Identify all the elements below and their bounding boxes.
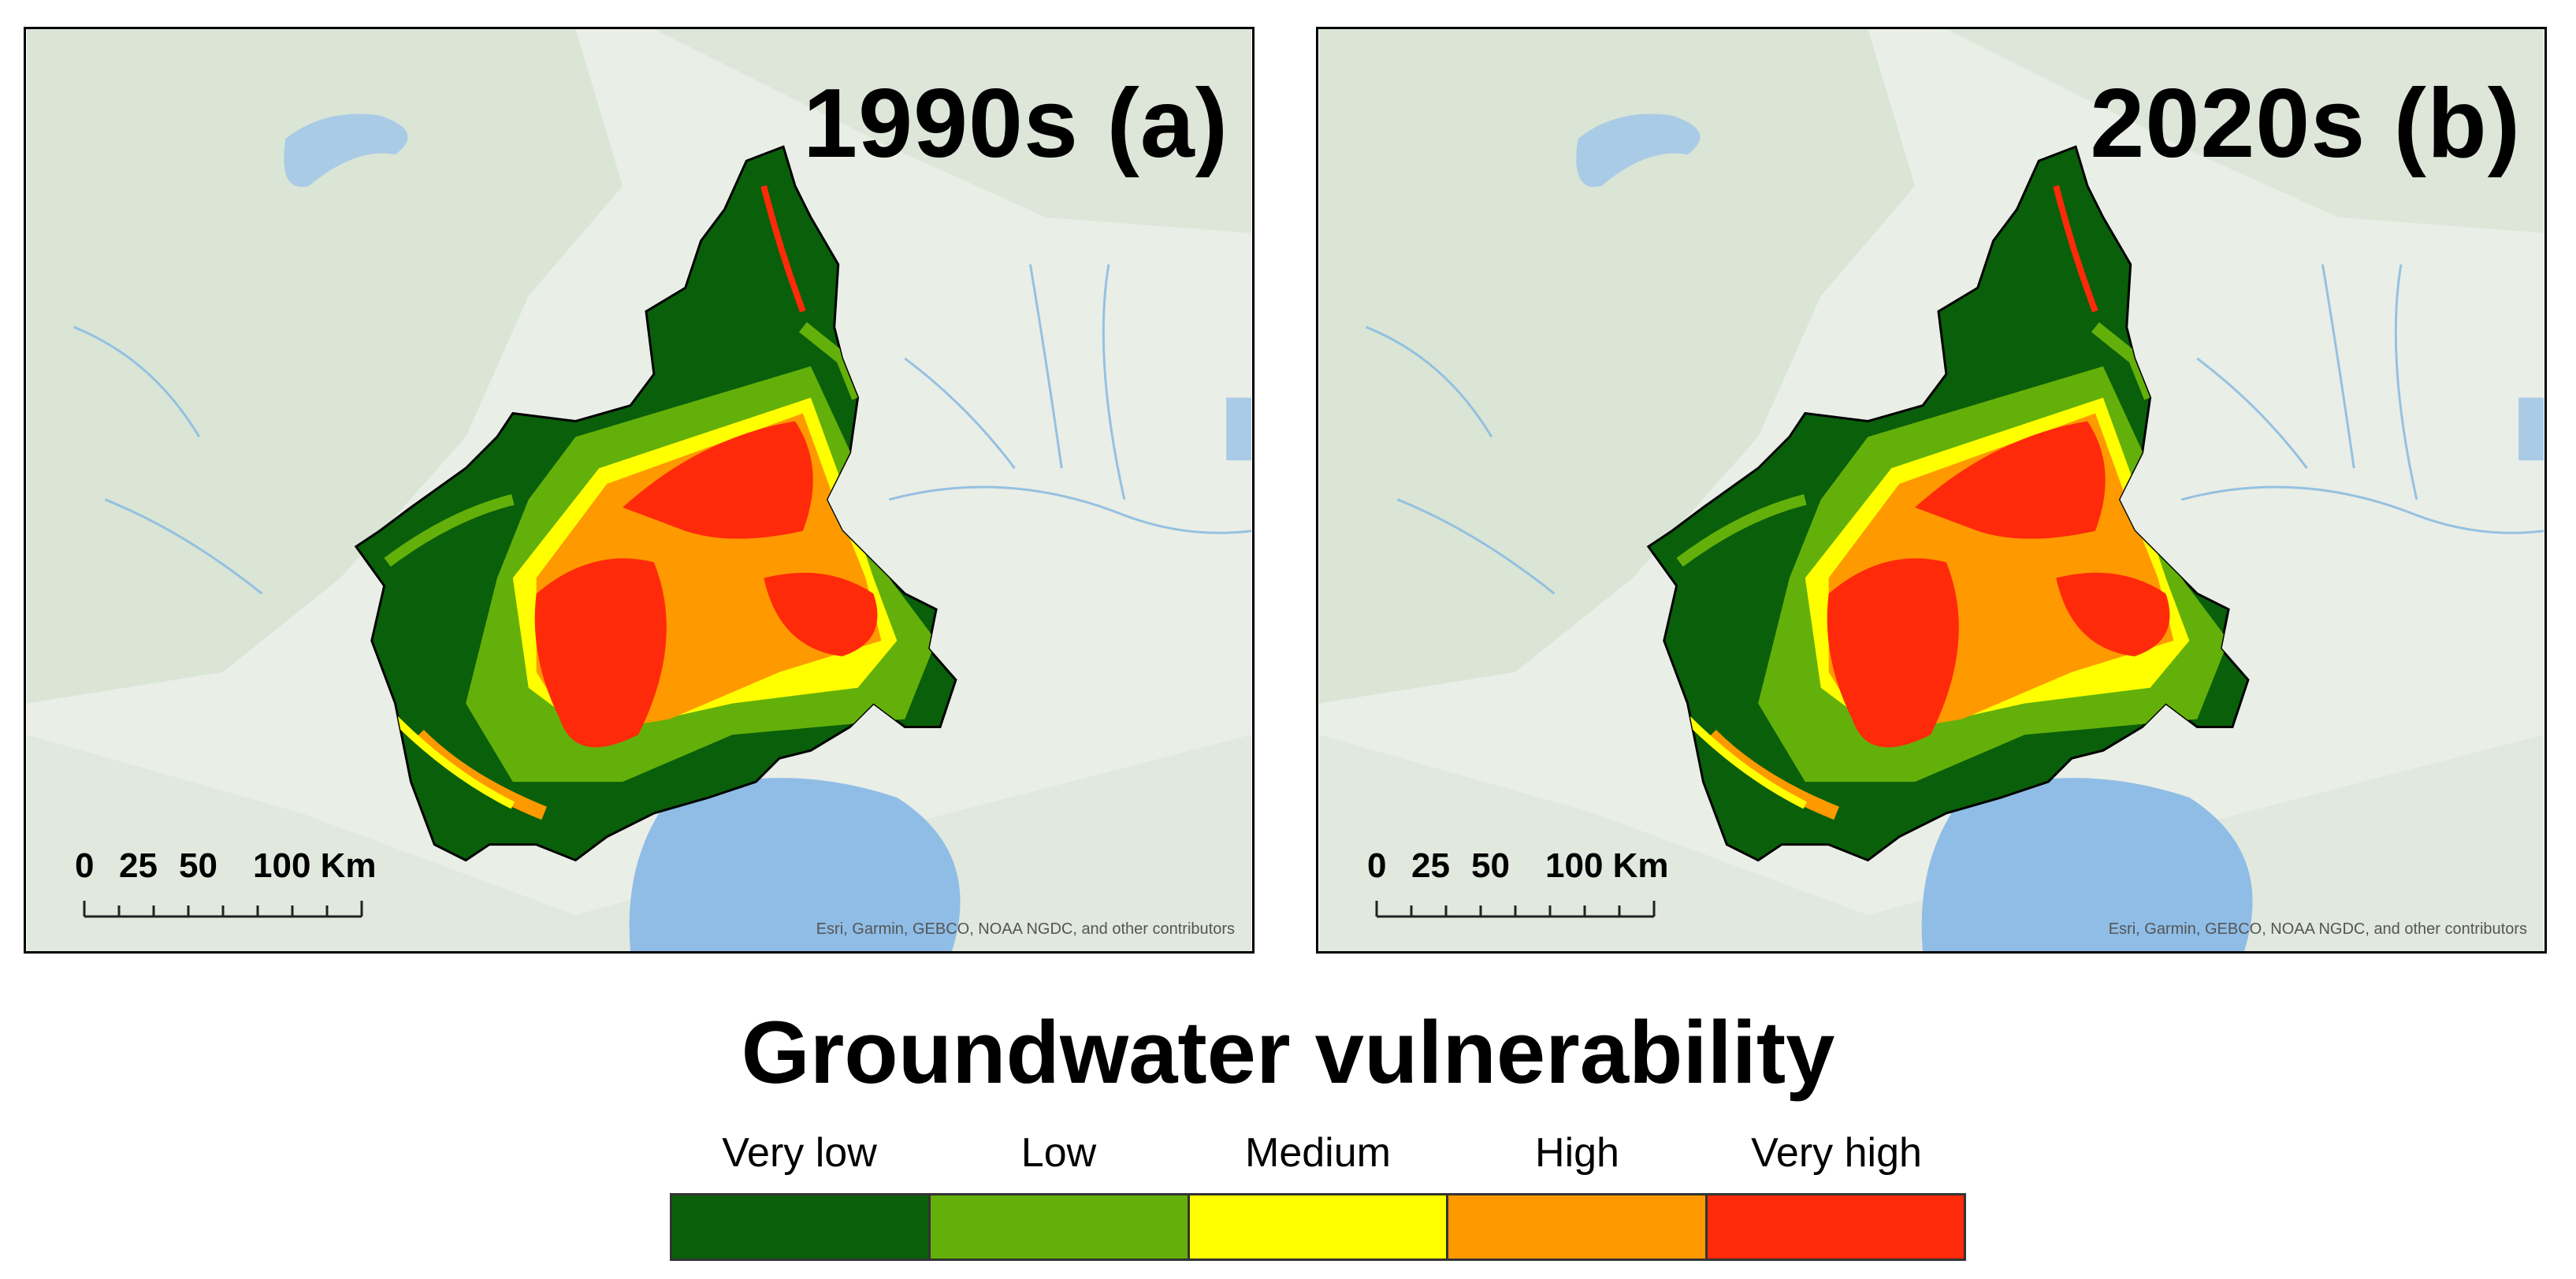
legend-swatch-very-high (1707, 1195, 1965, 1259)
legend-swatch-very-low (672, 1195, 931, 1259)
map-panel-1990s: 1990s (a) 0 25 50 100 Km Esri, Garmin, G… (24, 27, 1255, 954)
scale-tick-label: 25 (1411, 846, 1450, 885)
legend-swatch-medium (1189, 1195, 1449, 1259)
scale-tick-label: 50 (1471, 846, 1510, 885)
map-title: 1990s (a) (803, 69, 1229, 178)
map-panel-2020s: 2020s (b) 0 25 50 100 Km Esri, Garmin, G… (1316, 27, 2547, 954)
map-attribution: Esri, Garmin, GEBCO, NOAA NGDC, and othe… (816, 920, 1235, 938)
scale-tick-label: 100 Km (253, 846, 377, 885)
map-attribution: Esri, Garmin, GEBCO, NOAA NGDC, and othe… (2108, 920, 2527, 938)
legend-label-high: High (1535, 1130, 1619, 1176)
scale-tick-label: 50 (179, 846, 217, 885)
legend-swatch-low (931, 1195, 1190, 1259)
scale-bar: 0 25 50 100 Km (64, 838, 379, 924)
scale-tick-label: 0 (75, 846, 94, 885)
scale-tick-label: 0 (1367, 846, 1386, 885)
legend-labels: Very low Low Medium High Very high (670, 1125, 1966, 1180)
legend-label-very-low: Very low (722, 1130, 877, 1176)
legend: Very low Low Medium High Very high (670, 1125, 1966, 1261)
legend-label-low: Low (1020, 1130, 1097, 1176)
legend-label-very-high: Very high (1751, 1130, 1922, 1176)
scale-tick-label: 25 (119, 846, 158, 885)
legend-title: Groundwater vulnerability (741, 1003, 1835, 1102)
legend-label-medium: Medium (1245, 1130, 1391, 1176)
legend-color-bar (670, 1193, 1966, 1261)
scale-bar: 0 25 50 100 Km (1356, 838, 1671, 924)
scale-tick-label: 100 Km (1545, 846, 1669, 885)
map-title: 2020s (b) (2090, 69, 2521, 178)
legend-swatch-high (1448, 1195, 1708, 1259)
